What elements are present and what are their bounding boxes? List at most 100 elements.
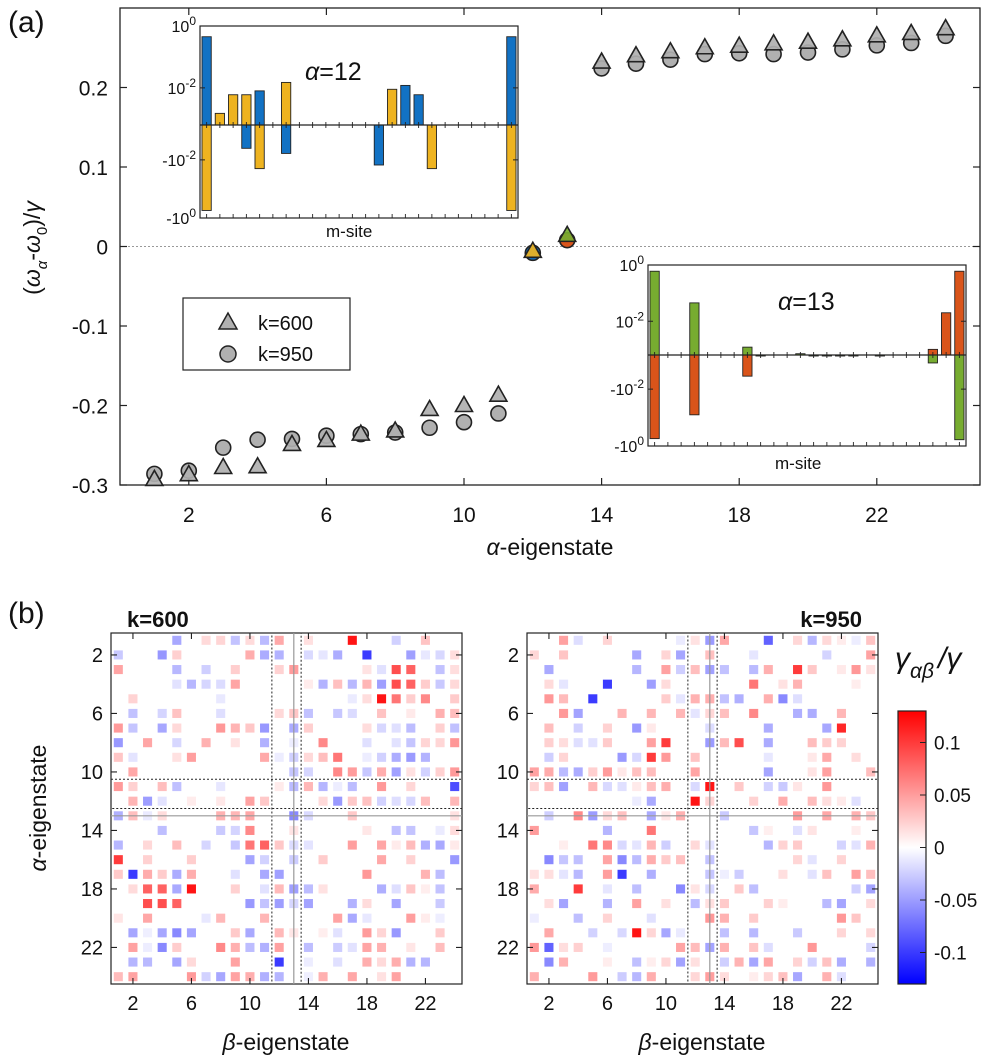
colorbar-title-gamma: γ <box>895 642 912 675</box>
heatmap-k600-cell <box>435 913 445 923</box>
legend-triangle-marker <box>217 311 239 330</box>
inset12-x-label: m-site <box>326 222 372 241</box>
heatmap-k600-cell <box>450 679 460 689</box>
heatmap-k600-cell <box>157 899 167 909</box>
colorbar-title: γαβ/γ <box>895 642 963 683</box>
heatmap-k600-cell <box>406 708 416 718</box>
heatmap-k600-cell <box>318 752 328 762</box>
heatmap-k600-cell <box>143 913 153 923</box>
inset12-bar <box>254 90 265 126</box>
heatmap-k950-cell <box>646 782 656 792</box>
heatmap-k600-cell <box>260 752 270 762</box>
heatmap-k600-cell <box>450 767 460 777</box>
heatmap-k950-cell <box>866 884 876 894</box>
heatmap-k600-cell <box>362 913 372 923</box>
heatmap-k600-cell <box>377 972 387 982</box>
heatmap-k600-cell <box>450 665 460 675</box>
k600-point <box>213 456 234 475</box>
main-y-axis-label: (ωα-ω0)/γ <box>19 200 51 295</box>
heatmap-k950-cell <box>778 899 788 909</box>
heatmap-k950-cell <box>602 679 612 689</box>
main-y-tick-label: -0.2 <box>72 396 108 419</box>
inset13-title: α=13 <box>778 288 835 316</box>
heatmap-k950-cell <box>661 855 671 865</box>
heatmap-k950-y-tick-label: 18 <box>497 879 519 901</box>
heatmap-k950-cell <box>851 635 861 645</box>
heatmap-k950-cell <box>763 694 773 704</box>
heatmap-k950-cell <box>690 884 700 894</box>
heatmap-k600-cell <box>377 752 387 762</box>
heatmap-k600-cell <box>362 650 372 660</box>
heatmap-k600-cell <box>157 825 167 835</box>
heatmap-k600-cell <box>420 738 430 748</box>
heatmap-k950-cell <box>617 855 627 865</box>
heatmap-k600-cell <box>186 796 196 806</box>
heatmap-k600-cell <box>230 635 240 645</box>
inset13-bar <box>689 302 700 356</box>
inset12-bar <box>201 124 212 211</box>
heatmap-k600-cell <box>377 884 387 894</box>
heatmap-k950-cell <box>573 942 583 952</box>
heatmap-k600-cell <box>245 650 255 660</box>
heatmap-k600-cell <box>450 650 460 660</box>
heatmap-k950-cell <box>602 869 612 879</box>
heatmap-k600-cell <box>216 942 226 952</box>
heatmap-k600-cell <box>377 665 387 675</box>
heatmap-k600-cell <box>216 796 226 806</box>
heatmap-k600-cell <box>260 972 270 982</box>
heatmap-k950-cell <box>676 855 686 865</box>
heatmap-k600-cell <box>128 767 138 777</box>
inset12-bar <box>241 124 252 149</box>
heatmap-k950-cell <box>602 840 612 850</box>
y-label-gamma: γ <box>19 200 45 213</box>
heatmap-k950-cell <box>573 708 583 718</box>
heatmap-k950-cell <box>632 884 642 894</box>
heatmap-k950-cell <box>646 869 656 879</box>
heatmap-k600-cell <box>274 972 284 982</box>
heatmap-k600-cell <box>172 899 182 909</box>
heatmap-k600-cell <box>274 957 284 967</box>
heatmap-k600-cell <box>172 665 182 675</box>
heatmap-k950-cell <box>676 635 686 645</box>
heatmap-k950-cell <box>602 884 612 894</box>
inset13-y-tick-label: -100 <box>614 434 644 456</box>
heatmap-k600-y-tick-label: 10 <box>81 762 103 784</box>
heatmap-k950-y-tick-label: 2 <box>508 645 519 667</box>
heatmap-k600-cell <box>303 957 313 967</box>
heatmap-k950-cell <box>763 942 773 952</box>
heatmap-k950-cell <box>822 899 832 909</box>
heatmap-k600-cell <box>377 782 387 792</box>
heatmap-k950-cell <box>573 884 583 894</box>
heatmap-k950-cell <box>763 738 773 748</box>
heatmap-k950-cell <box>763 972 773 982</box>
heatmap-k950-cell <box>807 708 817 718</box>
heatmap-k600-cell <box>245 840 255 850</box>
inset13-bar <box>742 354 753 377</box>
heatmap-k950-cell <box>822 869 832 879</box>
y-label-sub-alpha: α <box>34 260 51 269</box>
heatmap-k950-cell <box>544 869 554 879</box>
k600-point <box>798 31 818 49</box>
heatmap-k950-cell <box>807 825 817 835</box>
heatmap-k600-cell <box>406 957 416 967</box>
heatmap-k950-cell <box>719 708 729 718</box>
main-legend: k=600 k=950 <box>182 297 351 371</box>
heatmap-k600-cell <box>318 928 328 938</box>
heatmap-k950-title: k=950 <box>800 607 862 632</box>
heatmap-k950-cell <box>793 825 803 835</box>
colorbar-ticks: 0.1 0.05 0 -0.05 -0.1 <box>920 734 977 965</box>
inset12-bar <box>506 124 517 211</box>
heatmap-k950-cell <box>836 913 846 923</box>
heatmap-k600-cell <box>391 840 401 850</box>
inset13-y-tick-label: -10-2 <box>610 377 644 399</box>
heatmap-k600-cell <box>391 972 401 982</box>
heatmap-k600-cell <box>113 855 123 865</box>
heatmap-k600-cell <box>260 869 270 879</box>
heatmap-k600-x-tick-label: 2 <box>127 993 138 1015</box>
heatmap-k950-cell <box>646 767 656 777</box>
heatmap-k600-cell <box>172 869 182 879</box>
heatmap-k950-cell <box>866 767 876 777</box>
inset12-bar <box>426 124 437 170</box>
k600-point <box>832 29 853 47</box>
